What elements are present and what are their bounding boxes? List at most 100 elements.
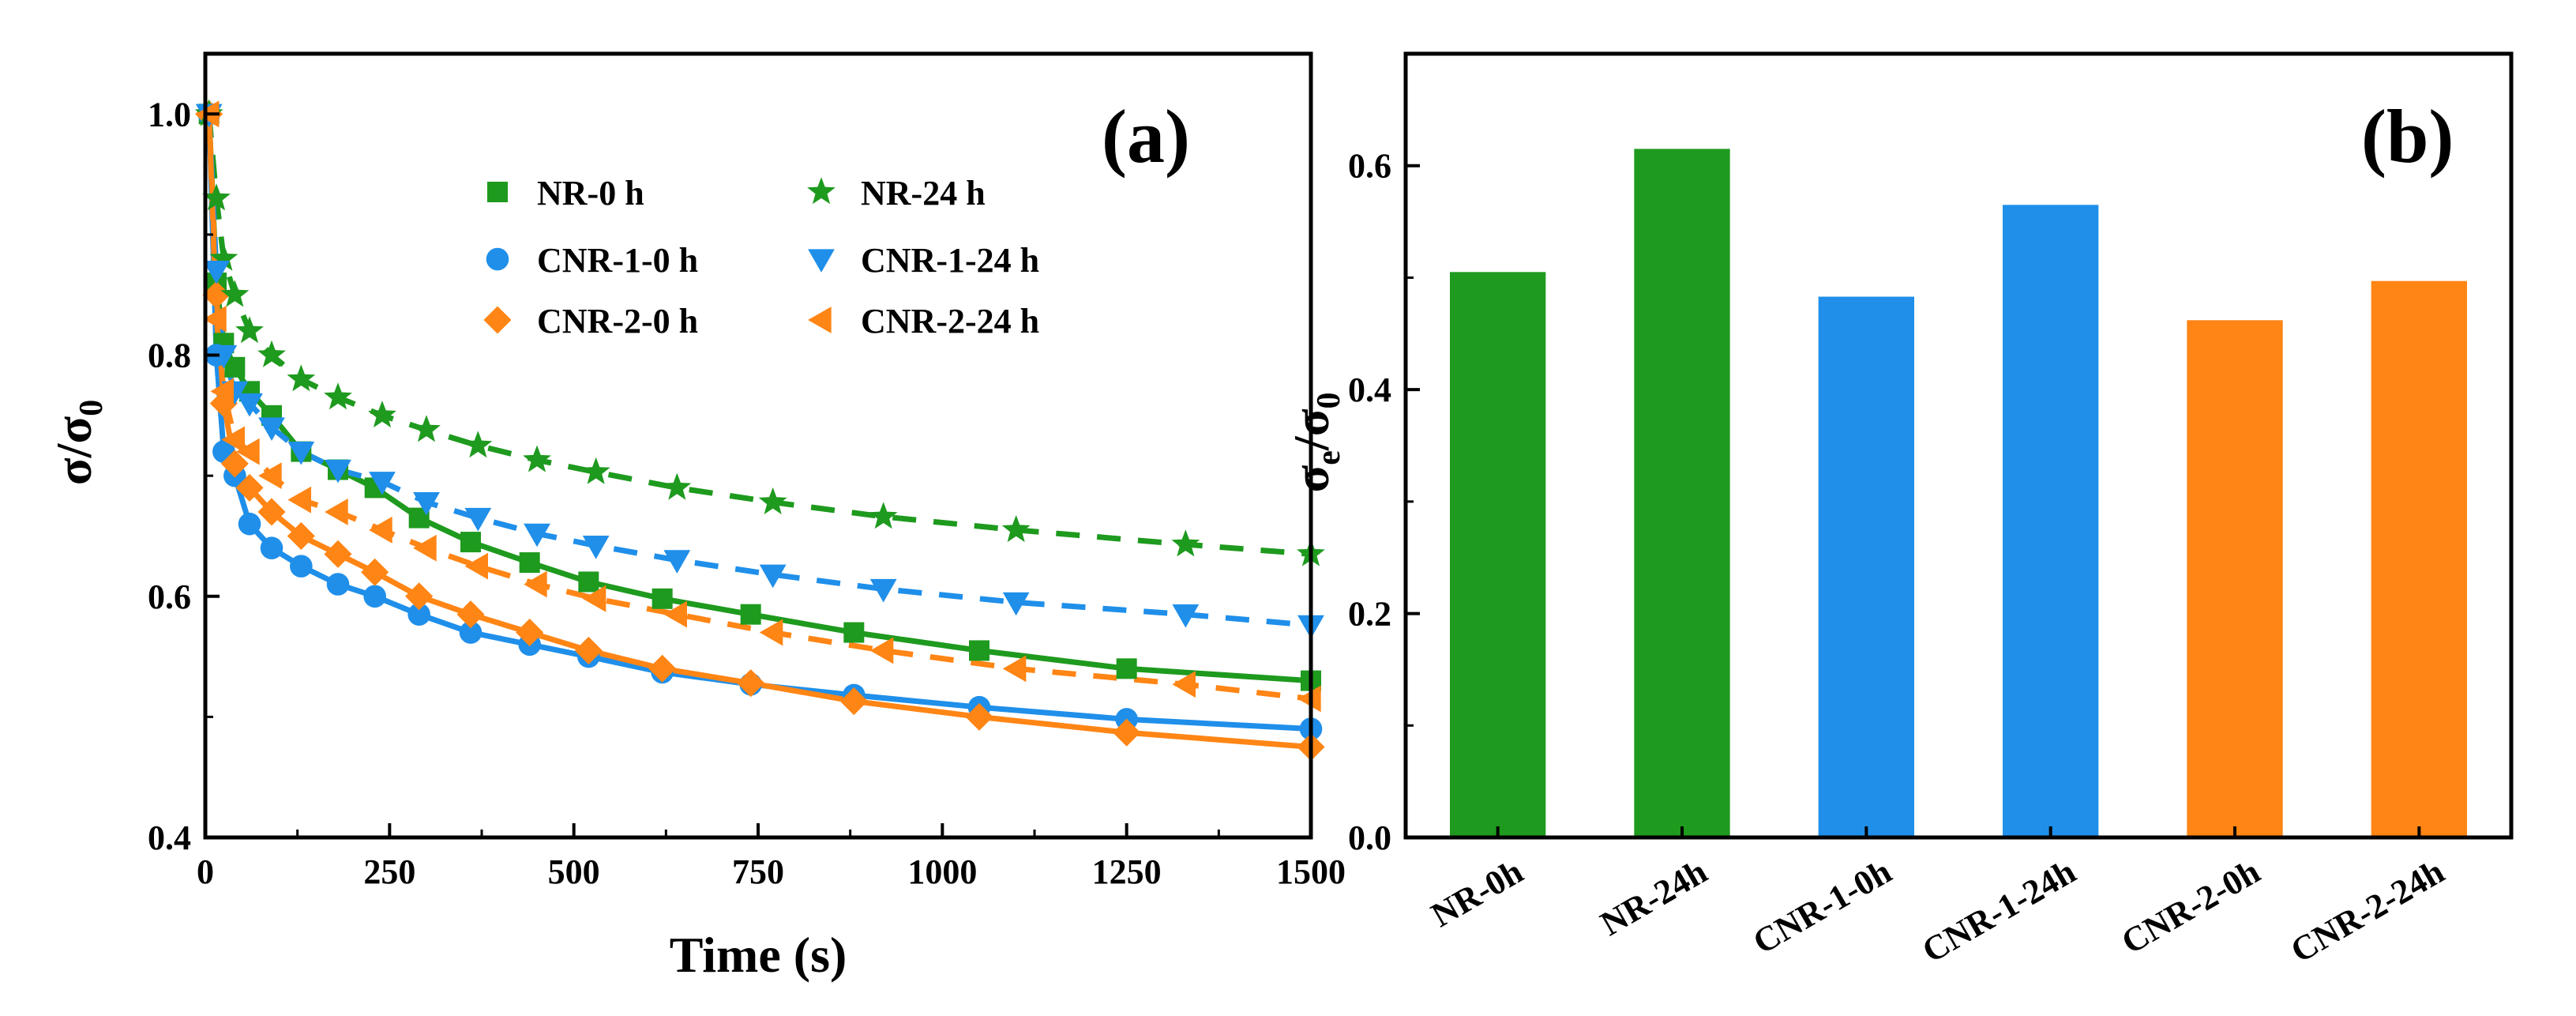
series-markers-cnr-2-24-h [195, 100, 1321, 713]
category-label-nr-0h: NR-0h [1425, 852, 1529, 935]
data-point-nr-0-h [460, 532, 481, 553]
series-markers-cnr-2-0-h [195, 100, 1325, 762]
data-point-cnr-1-24-h [210, 344, 238, 369]
bar-cnr-2-24h [2371, 280, 2467, 837]
legend-item-nr-0-h: NR-0 h [487, 174, 644, 213]
data-point-cnr-1-24-h [369, 472, 396, 495]
data-point-cnr-2-0-h [456, 600, 485, 629]
data-point-cnr-2-0-h [202, 280, 231, 309]
x-tick-label: 250 [363, 852, 415, 891]
category-label-cnr-1-24h: CNR-1-24h [1916, 852, 2082, 970]
bar-cnr-1-24h [2003, 205, 2099, 837]
panel-b-plot-frame [1403, 51, 2514, 840]
legend-label-nr-0-h: NR-0 h [537, 174, 644, 213]
panel-a-x-axis-title: Time (s) [670, 927, 847, 983]
legend-marker-cnr-2-24-h [808, 307, 832, 333]
data-point-cnr-1-24-h [413, 492, 440, 516]
category-label-cnr-1-0h: CNR-1-0h [1747, 852, 1898, 961]
data-point-nr-0-h [578, 571, 599, 593]
data-point-cnr-2-0-h [324, 540, 352, 568]
data-point-nr-24-h [287, 364, 316, 392]
x-tick-label: 750 [732, 852, 784, 891]
y-tick-label: 0.8 [148, 337, 191, 375]
data-point-cnr-1-24-h [203, 261, 230, 284]
data-point-cnr-2-24-h [1002, 655, 1027, 683]
data-point-cnr-2-24-h [236, 438, 260, 465]
category-label-nr-24h: NR-24h [1594, 852, 1714, 943]
data-point-cnr-2-24-h [221, 426, 246, 453]
legend-label-cnr-2-0-h: CNR-2-0 h [537, 302, 698, 341]
panel-a-fit-lines [206, 113, 1312, 750]
data-point-cnr-2-0-h [574, 636, 603, 664]
data-point-cnr-2-0-h [1113, 718, 1141, 747]
x-tick-label: 1000 [907, 852, 977, 891]
panel-a-label: (a) [1102, 94, 1190, 179]
legend-item-cnr-1-0-h: CNR-1-0 h [486, 241, 698, 280]
data-point-nr-24-h [235, 316, 264, 344]
data-point-cnr-1-0-h [407, 603, 430, 626]
data-point-cnr-2-0-h [965, 702, 993, 731]
data-point-cnr-1-24-h [524, 523, 550, 548]
data-point-cnr-1-24-h [236, 393, 263, 417]
data-point-cnr-2-0-h [648, 654, 677, 683]
panel-b-bars: NR-0h NR-24h CNR-1-0h CNR-1-24h CNR-2-0h CNR-… [1425, 149, 2467, 970]
data-point-cnr-2-24-h [663, 600, 688, 628]
data-point-nr-24-h [368, 401, 396, 428]
data-point-cnr-2-0-h [220, 450, 249, 478]
data-point-cnr-2-0-h [737, 669, 765, 698]
data-point-nr-24-h [202, 183, 231, 211]
data-point-cnr-1-24-h [663, 550, 691, 574]
series-line-cnr-2-0-h [206, 114, 1312, 750]
data-point-nr-24-h [869, 502, 898, 529]
y-tick-label: 0.0 [1348, 818, 1391, 857]
data-point-cnr-1-24-h [869, 578, 897, 603]
bar-nr-0h [1450, 272, 1546, 837]
data-point-nr-24-h [257, 340, 286, 367]
data-point-cnr-1-0-h [238, 512, 261, 536]
bar-cnr-1-0h [1818, 296, 1914, 837]
data-point-nr-24-h [412, 415, 441, 442]
legend-label-nr-24-h: NR-24 h [861, 174, 986, 213]
bar-nr-24h [1634, 149, 1730, 837]
category-label-cnr-2-24h: CNR-2-24h [2285, 852, 2451, 970]
data-point-cnr-1-0-h [326, 573, 350, 596]
data-point-cnr-2-24-h [869, 637, 894, 664]
panel-b-ticks: 0.0 0.2 0.4 0.6 [1348, 147, 2421, 857]
series-line-cnr-1-0-h [206, 114, 1312, 732]
y-tick-label: 0.6 [1348, 147, 1391, 186]
data-point-cnr-2-24-h [464, 552, 489, 580]
data-point-cnr-1-24-h [258, 417, 285, 442]
data-point-cnr-2-0-h [405, 582, 434, 611]
data-point-nr-0-h [969, 640, 989, 661]
panel-b-y-axis-title: σe/σ0 [1283, 392, 1347, 492]
data-point-cnr-2-24-h [210, 378, 235, 405]
x-tick-label: 1250 [1092, 852, 1162, 891]
legend-item-cnr-2-24-h: CNR-2-24 h [808, 302, 1039, 341]
data-point-nr-24-h [1171, 529, 1200, 557]
data-point-cnr-2-24-h [582, 585, 606, 612]
x-tick-label: 1500 [1276, 852, 1346, 891]
legend-item-nr-24-h: NR-24 h [807, 174, 986, 213]
legend-marker-cnr-2-0-h [483, 306, 512, 334]
data-point-cnr-1-24-h [325, 459, 351, 484]
data-point-cnr-2-0-h [257, 498, 286, 526]
data-point-nr-24-h [209, 243, 238, 271]
series-markers-cnr-1-24-h [195, 103, 1324, 639]
panel-a-relaxation-chart: 0 250 500 750 1000 1250 1500 0.4 0.6 0.8 1.0 (a) T… [46, 51, 1346, 983]
panel-b-label: (b) [2361, 94, 2454, 179]
data-point-cnr-2-24-h [287, 486, 312, 514]
data-point-nr-24-h [758, 487, 787, 514]
data-point-cnr-2-24-h [325, 499, 348, 525]
data-point-nr-24-h [663, 472, 692, 500]
data-point-cnr-1-24-h [582, 535, 610, 559]
legend-marker-cnr-1-24-h [808, 249, 835, 273]
series-markers-cnr-1-0-h [197, 103, 1323, 740]
data-point-nr-0-h [740, 604, 761, 625]
legend-marker-nr-24-h [807, 177, 836, 205]
data-point-cnr-2-24-h [1172, 671, 1196, 698]
data-point-cnr-2-24-h [413, 534, 437, 562]
y-tick-label: 0.4 [148, 818, 191, 857]
data-point-cnr-2-24-h [203, 305, 227, 333]
data-point-nr-0-h [519, 552, 540, 574]
data-point-nr-24-h [324, 382, 352, 410]
